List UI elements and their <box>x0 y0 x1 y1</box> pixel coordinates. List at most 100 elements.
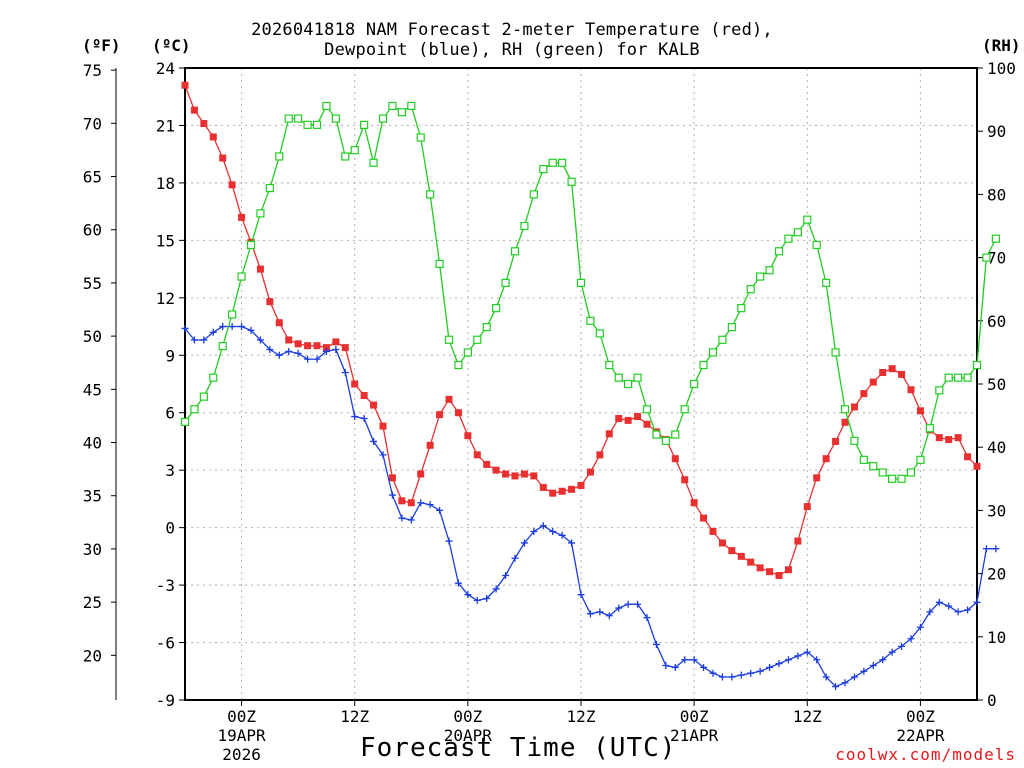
dewpoint-point <box>351 413 359 421</box>
temperature-point <box>426 441 434 449</box>
dewpoint-point <box>926 608 934 616</box>
rh-tick-label: 40 <box>987 438 1006 457</box>
dewpoint-point <box>511 554 519 562</box>
dewpoint-point <box>294 349 302 357</box>
rh-point <box>671 430 680 439</box>
rh-point <box>388 101 397 111</box>
temperature-point <box>436 411 444 419</box>
dewpoint-point <box>709 669 717 677</box>
rh-point <box>435 259 444 269</box>
rh-point <box>652 430 661 439</box>
temperature-point <box>492 466 500 474</box>
dewpoint-point <box>568 539 576 547</box>
temperature-point <box>822 455 830 463</box>
rh-point <box>642 405 652 414</box>
temperature-point <box>916 407 924 415</box>
dewpoint-point <box>577 591 585 599</box>
temperature-point <box>370 401 378 409</box>
temperature-point <box>775 572 783 580</box>
grid <box>185 68 977 700</box>
x-axis-title: Forecast Time (UTC) <box>360 733 677 763</box>
x-tick-date-label: 22APR <box>896 726 945 745</box>
plot-frame <box>184 67 978 701</box>
rh-point <box>935 386 944 395</box>
dewpoint-point <box>417 499 425 507</box>
temperature-point <box>860 390 868 398</box>
temperature-point <box>256 265 264 273</box>
rh-point <box>812 240 821 250</box>
dewpoint-point <box>322 347 330 355</box>
temperature-point <box>709 527 717 535</box>
dewpoint-point <box>605 612 613 620</box>
rh-point <box>378 114 388 123</box>
dewpoint-point <box>275 351 283 359</box>
x-tick-label: 12Z <box>340 707 369 726</box>
dewpoint-point <box>634 600 642 608</box>
rh-point <box>190 405 199 414</box>
x-tick-label: 00Z <box>680 707 709 726</box>
rh-point <box>784 234 793 243</box>
dewpoint-point <box>803 648 811 656</box>
dewpoint-point <box>898 642 906 650</box>
x-tick-label: 12Z <box>567 707 596 726</box>
dewpoint-point <box>238 323 246 331</box>
dewpoint-point <box>643 614 651 622</box>
rh-point <box>793 228 802 237</box>
temperature-point <box>228 181 236 189</box>
temperature-point <box>558 487 566 495</box>
rh-point <box>369 158 378 167</box>
rh-point <box>586 316 595 325</box>
rh-point <box>708 348 718 357</box>
rh-axis-label: (RH) <box>982 36 1021 55</box>
rh-point <box>397 108 406 117</box>
source-credit[interactable]: coolwx.com/models <box>835 745 1016 764</box>
dewpoint-point <box>360 414 368 422</box>
rh-point <box>954 373 963 382</box>
temperature-point <box>643 420 651 428</box>
celsius-axis-label: (ºC) <box>152 36 191 55</box>
temperature-point <box>549 489 557 497</box>
rh-point <box>869 462 878 471</box>
celsius-tick-label: 12 <box>156 289 175 308</box>
rh-point <box>463 348 472 357</box>
rh-tick-label: 80 <box>987 185 1006 204</box>
dewpoint-point <box>841 679 849 687</box>
x-tick-label: 00Z <box>227 707 256 726</box>
temperature-point <box>530 472 538 480</box>
rh-tick-label: 90 <box>987 122 1006 141</box>
fahrenheit-tick-label: 75 <box>83 61 102 80</box>
x-tick-date-label: 20APR <box>444 726 493 745</box>
dewpoint-point <box>445 537 453 545</box>
temperature-point <box>473 451 481 459</box>
rh-point <box>925 424 934 433</box>
dewpoint-point <box>190 336 198 344</box>
dewpoint-point <box>492 585 500 593</box>
celsius-tick-label: 15 <box>156 231 175 250</box>
dewpoint-point <box>879 656 887 664</box>
rh-point <box>661 436 670 445</box>
rh-point <box>529 190 538 199</box>
dewpoint-point <box>313 355 321 363</box>
dewpoint-point <box>502 572 510 580</box>
rh-point <box>444 335 454 344</box>
dewpoint-point <box>228 323 236 331</box>
fahrenheit-tick-label: 55 <box>83 274 102 293</box>
celsius-tick-label: -3 <box>156 576 175 595</box>
temperature-point <box>596 451 604 459</box>
temperature-point <box>879 369 887 377</box>
rh-point <box>699 360 708 370</box>
chart-title-line1: 2026041818 NAM Forecast 2-meter Temperat… <box>251 20 773 40</box>
dewpoint-point <box>520 539 528 547</box>
fahrenheit-axis-label: (ºF) <box>82 36 121 55</box>
dewpoint-point <box>784 656 792 664</box>
rh-point <box>275 152 284 161</box>
rh-point <box>407 101 416 111</box>
dewpoint-point <box>549 527 557 535</box>
dewpoint-point <box>398 514 406 522</box>
temperature-point <box>832 437 840 445</box>
temperature-point <box>454 409 462 417</box>
rh-point <box>624 379 633 389</box>
dewpoint-point <box>473 596 481 604</box>
temperature-point <box>219 154 227 162</box>
rh-point <box>991 234 1000 243</box>
